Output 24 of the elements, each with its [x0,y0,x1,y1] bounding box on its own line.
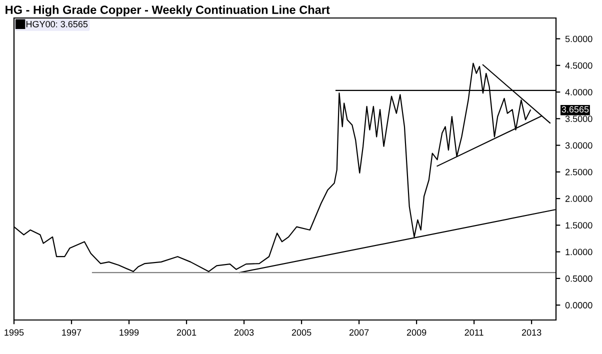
text: 3.6565 [562,106,589,113]
y-tick-label: 3.5000 [565,116,592,122]
y-tick-label: 0.0000 [565,302,592,308]
x-tick-label: 2007 [349,329,369,336]
y-tick-label: 1.0000 [566,248,592,256]
x-tick-label: 2013 [522,329,542,336]
x-tick-label: 2011 [464,329,484,336]
x-tick-label: 2003 [234,329,254,336]
x-tick-label: 2001 [176,329,196,336]
x-tick-label: 1995 [4,329,24,336]
y-tick-label: 0.5000 [565,275,592,282]
x-tick-label: 2005 [292,329,312,336]
y-tick-label: 2.0000 [565,196,592,202]
y-tick-label: 4.0000 [565,89,592,96]
chart-title: HG - High Grade Copper - Weekly Continuation Line Chart [6,5,330,16]
x-tick-label: 2009 [406,329,426,336]
y-tick-label: 4.5000 [565,62,592,69]
legend-label: HGY00: 3.6565 [26,20,88,28]
x-tick-label: 1999 [120,329,139,336]
y-tick-label: 3.0000 [565,142,592,149]
y-tick-label: 1.5000 [566,222,592,229]
x-tick-label: 1997 [62,329,82,336]
y-tick-label: 2.5000 [565,168,592,176]
y-tick-label: 5.0000 [565,36,592,42]
